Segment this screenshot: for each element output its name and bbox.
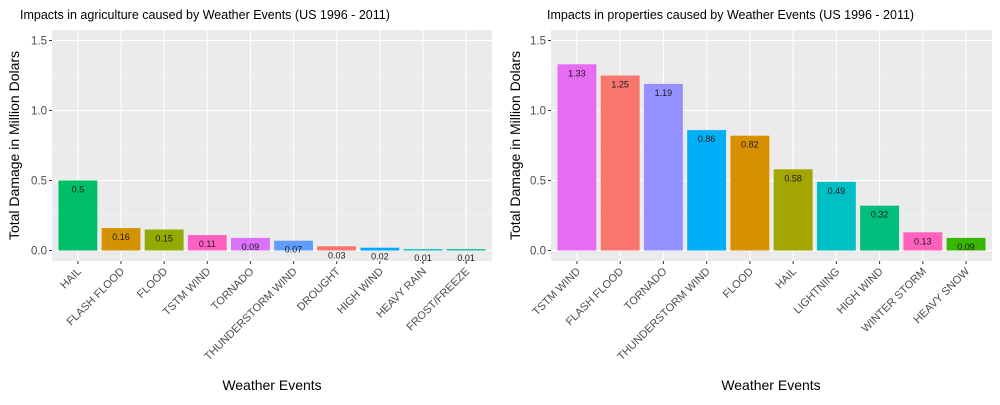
chart2-bar	[600, 75, 640, 251]
chart1-y-tick-label: 1.0	[31, 106, 47, 118]
chart1-data-label: 0.03	[328, 250, 346, 260]
chart2-data-label: 1.25	[611, 80, 629, 90]
chart1-x-tick-label: FLOOD	[135, 266, 170, 301]
chart2-data-label: 0.32	[871, 210, 889, 220]
chart2-data-label: 0.49	[828, 186, 846, 196]
chart1-bar	[144, 229, 184, 251]
chart2-data-label: 0.58	[784, 173, 802, 183]
chart1-y-tick-label: 0.5	[31, 176, 47, 188]
chart2-bar	[730, 135, 770, 251]
chart1-bar	[317, 246, 357, 251]
chart1-x-tick-label: THUNDERSTORM WIND	[202, 266, 299, 363]
chart1-x-axis-title: Weather Events	[222, 377, 321, 393]
chart1-data-label: 0.16	[112, 232, 130, 242]
chart2-y-tick-label: 0.5	[530, 176, 546, 188]
chart1-data-label: 0.09	[242, 242, 260, 252]
chart1-x-tick-label: HAIL	[58, 266, 84, 292]
chart1-y-tick-label: 1.5	[31, 36, 47, 48]
chart2-y-tick-label: 0.0	[530, 246, 546, 258]
chart2-data-label: 0.86	[698, 134, 716, 144]
chart1-data-label: 0.01	[414, 253, 432, 263]
chart1-bar	[231, 237, 270, 251]
chart2-data-label: 0.13	[914, 236, 932, 246]
chart2-bar	[816, 181, 856, 251]
chart2-bar	[643, 83, 683, 251]
chart2-data-label: 1.33	[568, 68, 586, 78]
chart1-bar	[403, 249, 443, 251]
chart1-data-label: 0.07	[285, 245, 303, 255]
chart2-x-tick-label: TORNADO	[622, 265, 670, 313]
chart1-bar	[187, 235, 227, 251]
chart2-bar	[557, 64, 597, 251]
chart2-data-label: 1.19	[655, 88, 673, 98]
chart2-title: Impacts in properties caused by Weather …	[547, 8, 914, 22]
chart1-bar	[446, 249, 486, 251]
chart2-y-tick-label: 1.0	[530, 106, 546, 118]
chart1-data-label: 0.02	[371, 252, 389, 262]
chart1-group: 0.5 0.16 0.15 0.11 0.09 0.07 0.03 0.02 0.01 0.01 0…	[6, 8, 492, 393]
chart2-data-label: 0.09	[957, 242, 975, 252]
chart1-bar	[58, 180, 98, 251]
chart2-group: 1.33 1.25 1.19 0.86 0.82 0.58 0.49 0.32 0.13 0.09…	[507, 8, 992, 393]
chart1-y-axis-title: Total Damage in Million Dolars	[6, 51, 22, 240]
chart2-bar	[860, 205, 900, 251]
chart1-data-label: 0.5	[72, 185, 85, 195]
chart2-bar	[687, 130, 727, 251]
chart1-bar	[101, 228, 141, 251]
chart2-data-label: 0.82	[741, 140, 759, 150]
chart2-bar	[903, 232, 943, 251]
chart2-x-tick-label: FLOOD	[721, 266, 756, 301]
chart2-x-tick-label: HAIL	[773, 266, 799, 292]
chart1-bar	[360, 247, 400, 251]
chart1-data-label: 0.15	[155, 234, 173, 244]
chart2-bar	[946, 237, 986, 251]
chart2-y-axis-title: Total Damage in Million Dolars	[507, 51, 523, 240]
chart2-x-tick-label: THUNDERSTORM WIND	[615, 266, 712, 363]
chart2-y-tick-label: 1.5	[530, 36, 546, 48]
chart1-data-label: 0.01	[457, 253, 475, 263]
chart1-y-tick-label: 0.0	[31, 246, 47, 258]
chart2-bar	[773, 169, 813, 251]
chart1-data-label: 0.11	[199, 239, 216, 249]
chart2-x-axis-title: Weather Events	[721, 377, 820, 393]
chart1-bar	[274, 240, 313, 251]
chart1-title: Impacts in agriculture caused by Weather…	[20, 8, 390, 22]
